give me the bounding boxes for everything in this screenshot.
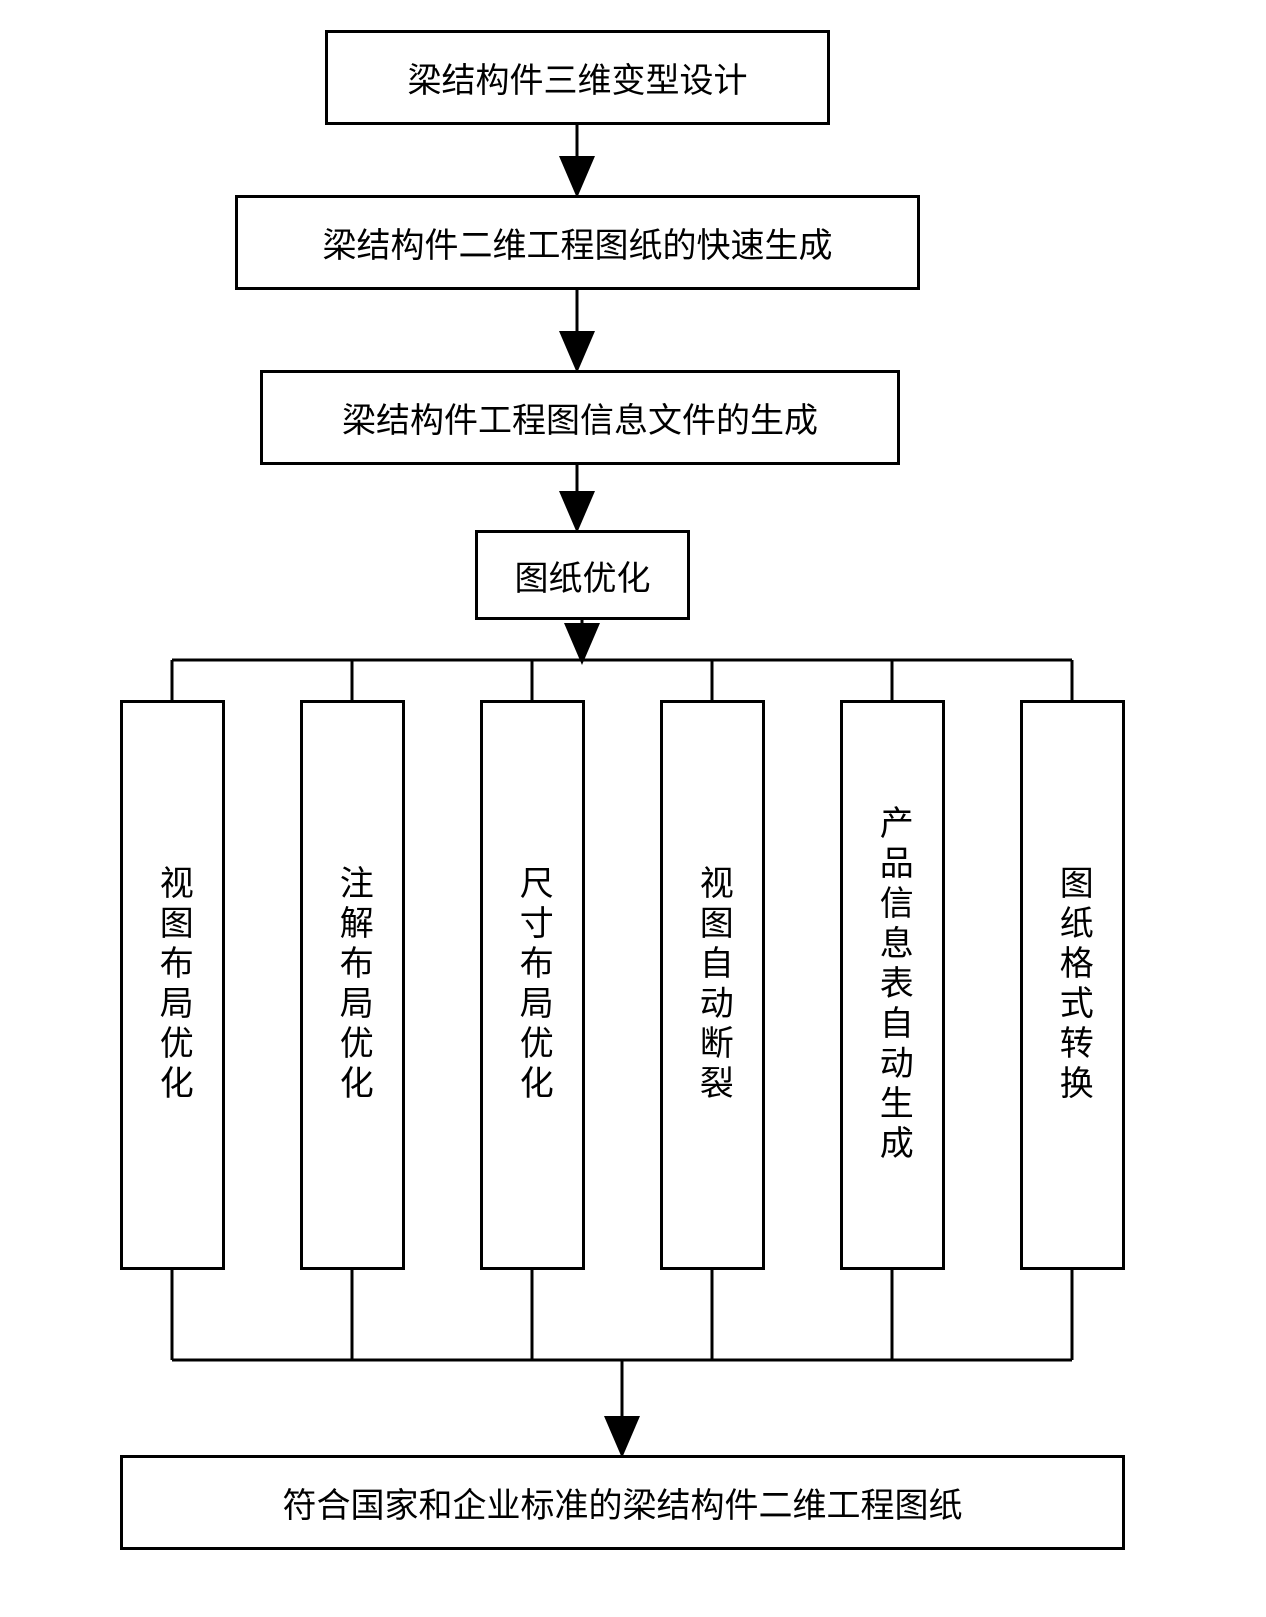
node-label: 视图自动断裂: [689, 865, 737, 1105]
node-label: 图纸格式转换: [1049, 865, 1097, 1105]
node-label: 注解布局优化: [329, 865, 377, 1105]
node-view-auto-break: 视图自动断裂: [660, 700, 765, 1270]
node-label: 图纸优化: [515, 551, 651, 600]
node-info-file-generation: 梁结构件工程图信息文件的生成: [260, 370, 900, 465]
node-format-convert: 图纸格式转换: [1020, 700, 1125, 1270]
node-annotation-layout-opt: 注解布局优化: [300, 700, 405, 1270]
node-label: 梁结构件工程图信息文件的生成: [342, 393, 818, 442]
node-label: 尺寸布局优化: [509, 865, 557, 1105]
node-label: 符合国家和企业标准的梁结构件二维工程图纸: [283, 1478, 963, 1527]
node-view-layout-opt: 视图布局优化: [120, 700, 225, 1270]
node-final-drawing: 符合国家和企业标准的梁结构件二维工程图纸: [120, 1455, 1125, 1550]
node-label: 产品信息表自动生成: [869, 805, 917, 1165]
node-2d-generation: 梁结构件二维工程图纸的快速生成: [235, 195, 920, 290]
node-label: 视图布局优化: [149, 865, 197, 1105]
node-label: 梁结构件三维变型设计: [408, 53, 748, 102]
node-drawing-optimization: 图纸优化: [475, 530, 690, 620]
node-label: 梁结构件二维工程图纸的快速生成: [323, 218, 833, 267]
node-dimension-layout-opt: 尺寸布局优化: [480, 700, 585, 1270]
node-3d-design: 梁结构件三维变型设计: [325, 30, 830, 125]
flowchart-container: 梁结构件三维变型设计 梁结构件二维工程图纸的快速生成 梁结构件工程图信息文件的生…: [0, 0, 1266, 1617]
node-product-info-table: 产品信息表自动生成: [840, 700, 945, 1270]
